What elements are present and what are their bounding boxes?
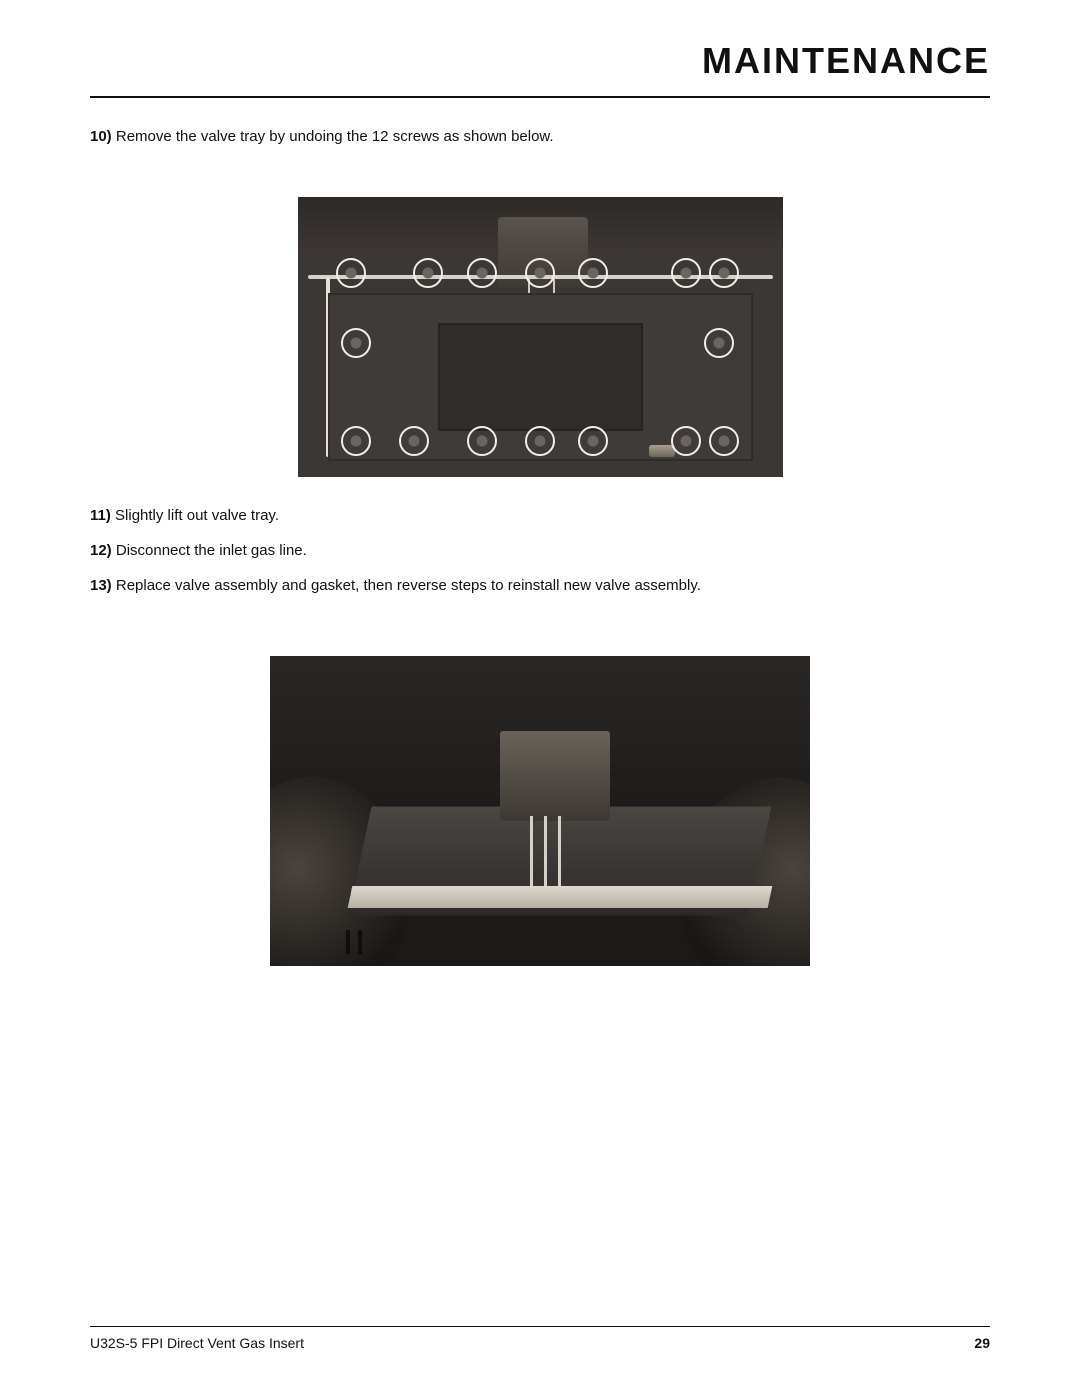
step-number: 12): [90, 542, 112, 559]
screw-circle-icon: [467, 426, 497, 456]
step-number: 13): [90, 577, 112, 594]
screw-circle-icon: [671, 426, 701, 456]
screw-circle-icon: [671, 258, 701, 288]
screw-circle-icon: [341, 426, 371, 456]
step-text: Remove the valve tray by undoing the 12 …: [116, 128, 554, 145]
screw-circle-icon: [709, 426, 739, 456]
screw-circle-icon: [578, 426, 608, 456]
figure-2-wrap: [90, 656, 990, 966]
figure-1-wrap: [90, 197, 990, 477]
bottom-wires: [340, 930, 620, 954]
step-12: 12) Disconnect the inlet gas line.: [90, 540, 990, 561]
screw-circle-icon: [525, 426, 555, 456]
footer-doc-title: U32S-5 FPI Direct Vent Gas Insert: [90, 1335, 304, 1351]
screw-circle-icon: [525, 258, 555, 288]
screw-circle-icon: [704, 328, 734, 358]
screw-circle-icon: [709, 258, 739, 288]
step-10: 10) Remove the valve tray by undoing the…: [90, 126, 990, 147]
page-title: MAINTENANCE: [90, 40, 990, 96]
step-number: 10): [90, 128, 112, 145]
figure-1-photo: [298, 197, 783, 477]
title-rule: [90, 96, 990, 98]
page-footer: U32S-5 FPI Direct Vent Gas Insert 29: [90, 1326, 990, 1351]
screw-circle-icon: [399, 426, 429, 456]
screw-circle-icon: [413, 258, 443, 288]
step-number: 11): [90, 507, 111, 524]
screw-circle-icon: [336, 258, 366, 288]
screw-circle-icon: [578, 258, 608, 288]
valve-bracket-icon: [500, 731, 610, 821]
footer-page-number: 29: [974, 1335, 990, 1351]
screw-circle-icon: [467, 258, 497, 288]
step-text: Replace valve assembly and gasket, then …: [116, 577, 701, 594]
step-text: Slightly lift out valve tray.: [115, 507, 279, 524]
lifted-tray-edge: [348, 886, 773, 908]
manual-page: MAINTENANCE 10) Remove the valve tray by…: [0, 0, 1080, 1397]
step-text: Disconnect the inlet gas line.: [116, 542, 307, 559]
step-13: 13) Replace valve assembly and gasket, t…: [90, 575, 990, 596]
valve-tray-recess: [438, 323, 643, 431]
screw-circle-icon: [341, 328, 371, 358]
hanging-wires: [530, 816, 533, 886]
step-11: 11) Slightly lift out valve tray.: [90, 505, 990, 526]
gas-fitting-icon: [649, 445, 675, 457]
figure-2-photo: [270, 656, 810, 966]
